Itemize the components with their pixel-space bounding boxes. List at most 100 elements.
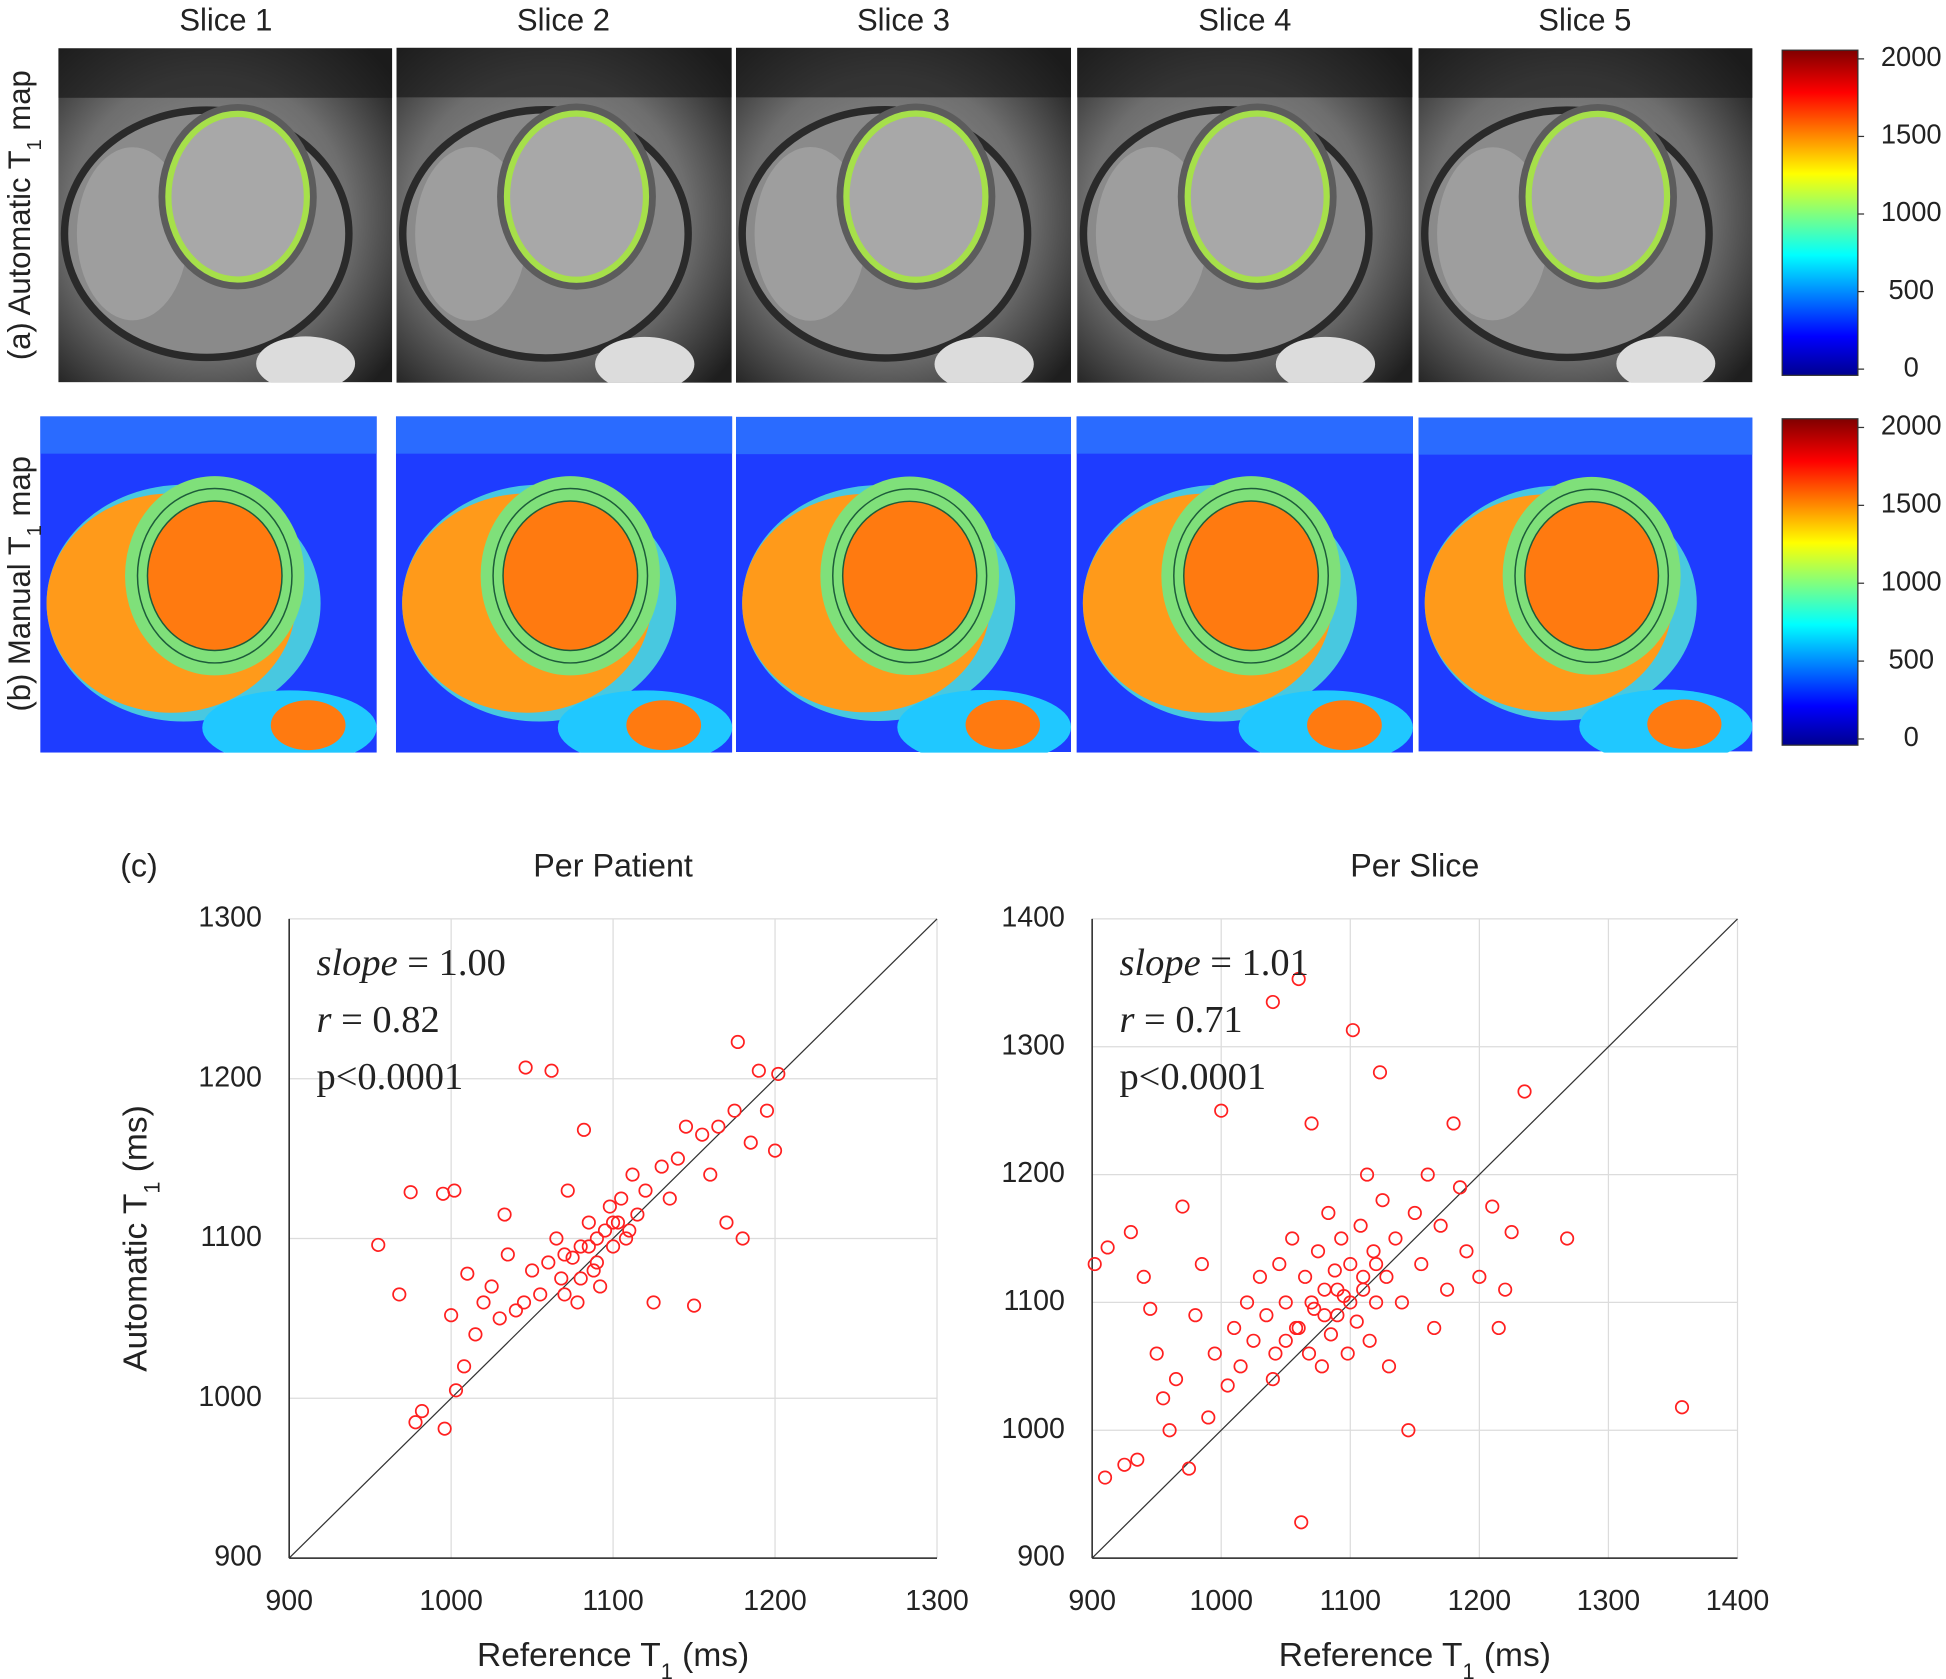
point	[1239, 1295, 1255, 1310]
point	[1414, 1256, 1429, 1272]
point	[589, 1255, 604, 1270]
annotation: p<0.0001	[316, 1056, 463, 1098]
point	[1446, 1116, 1461, 1131]
t1-map	[1418, 416, 1753, 753]
annotation-text: p<0.0001	[1119, 1056, 1266, 1098]
y-tick-label: 1300	[1001, 1029, 1064, 1061]
point	[1188, 1308, 1203, 1323]
point	[1301, 1346, 1317, 1361]
annotation: p<0.0001	[1119, 1056, 1266, 1098]
slice-title: Slice 4	[1198, 2, 1291, 37]
subscript: 1	[24, 525, 46, 536]
colorbar-tick-label: 500	[1888, 643, 1934, 674]
point	[1259, 1308, 1274, 1323]
point	[1343, 1256, 1358, 1272]
point	[1252, 1269, 1268, 1284]
y-tick-label: 1000	[198, 1381, 261, 1413]
label-part: Reference T	[1279, 1637, 1463, 1674]
annotation: slope = 1.00	[316, 942, 505, 984]
point	[593, 1279, 608, 1294]
point	[544, 1063, 559, 1078]
point	[1149, 1346, 1164, 1361]
point	[497, 1207, 512, 1222]
point	[533, 1287, 548, 1302]
point	[751, 1063, 766, 1078]
point	[1298, 1269, 1313, 1284]
point	[1162, 1423, 1177, 1438]
annotation-text: = 0.71	[1134, 999, 1242, 1041]
point	[735, 1231, 750, 1246]
point	[444, 1308, 459, 1323]
point	[1517, 1084, 1532, 1099]
point	[654, 1159, 669, 1174]
point	[1304, 1116, 1319, 1131]
x-axis-label: Reference T1 (ms)	[1279, 1637, 1551, 1679]
point	[1291, 1320, 1306, 1336]
point	[622, 1223, 637, 1238]
chart-title: Per Slice	[1350, 848, 1479, 884]
t1-map	[39, 416, 378, 753]
y-tick-label: 1100	[201, 1221, 262, 1253]
point	[549, 1231, 564, 1246]
point	[476, 1295, 491, 1310]
x-tick-label: 1300	[1577, 1585, 1640, 1617]
point	[484, 1279, 499, 1294]
panel-label: (c)	[120, 848, 158, 884]
point	[408, 1415, 423, 1430]
point	[1491, 1320, 1506, 1336]
annotation-symbol: r	[316, 999, 332, 1041]
point	[1343, 1295, 1358, 1310]
point	[730, 1034, 745, 1050]
colorbar-tick-label: 1000	[1881, 565, 1942, 596]
point	[1345, 1023, 1360, 1038]
point	[565, 1250, 580, 1265]
mri-slice	[397, 48, 732, 392]
label-part: map	[2, 456, 37, 525]
point	[646, 1295, 661, 1310]
point	[1272, 1256, 1287, 1272]
point	[1504, 1225, 1519, 1240]
label-part: map	[2, 70, 37, 139]
point	[719, 1215, 734, 1230]
point	[1307, 1301, 1322, 1316]
point	[516, 1295, 532, 1310]
mri-slice	[736, 48, 1071, 392]
x-tick-label: 1200	[1448, 1585, 1511, 1617]
label-part: (ms)	[117, 1105, 154, 1181]
point	[1123, 1225, 1138, 1240]
point	[500, 1247, 515, 1262]
point	[1278, 1333, 1293, 1348]
y-tick-label: 1100	[1003, 1285, 1064, 1317]
point	[670, 1151, 685, 1166]
x-tick-label: 1100	[582, 1585, 643, 1617]
point	[1323, 1327, 1338, 1342]
y-axis-label: Automatic T1 (ms)	[117, 1105, 164, 1372]
point	[1278, 1295, 1293, 1310]
point	[448, 1383, 464, 1398]
point	[570, 1295, 585, 1310]
slice-title: Slice 2	[517, 2, 610, 37]
colorbar	[1781, 418, 1859, 746]
subscript: 1	[24, 139, 46, 150]
point	[508, 1303, 523, 1318]
point	[447, 1183, 462, 1198]
point	[403, 1185, 418, 1200]
point	[695, 1127, 710, 1142]
point	[1227, 1320, 1242, 1336]
x-tick-label: 1400	[1706, 1585, 1769, 1617]
annotation-symbol: slope	[1119, 942, 1200, 984]
point	[560, 1183, 575, 1198]
chart-title: Per Patient	[533, 848, 693, 884]
mri-slice	[1077, 48, 1412, 392]
point	[606, 1239, 621, 1254]
y-tick-label: 1400	[1001, 901, 1064, 933]
point	[1130, 1452, 1145, 1467]
point	[1359, 1167, 1375, 1182]
annotation: r = 0.82	[316, 999, 439, 1041]
point	[1181, 1461, 1197, 1476]
x-tick-label: 900	[265, 1585, 313, 1617]
point	[557, 1287, 572, 1302]
point	[541, 1255, 556, 1270]
point	[1356, 1269, 1371, 1284]
